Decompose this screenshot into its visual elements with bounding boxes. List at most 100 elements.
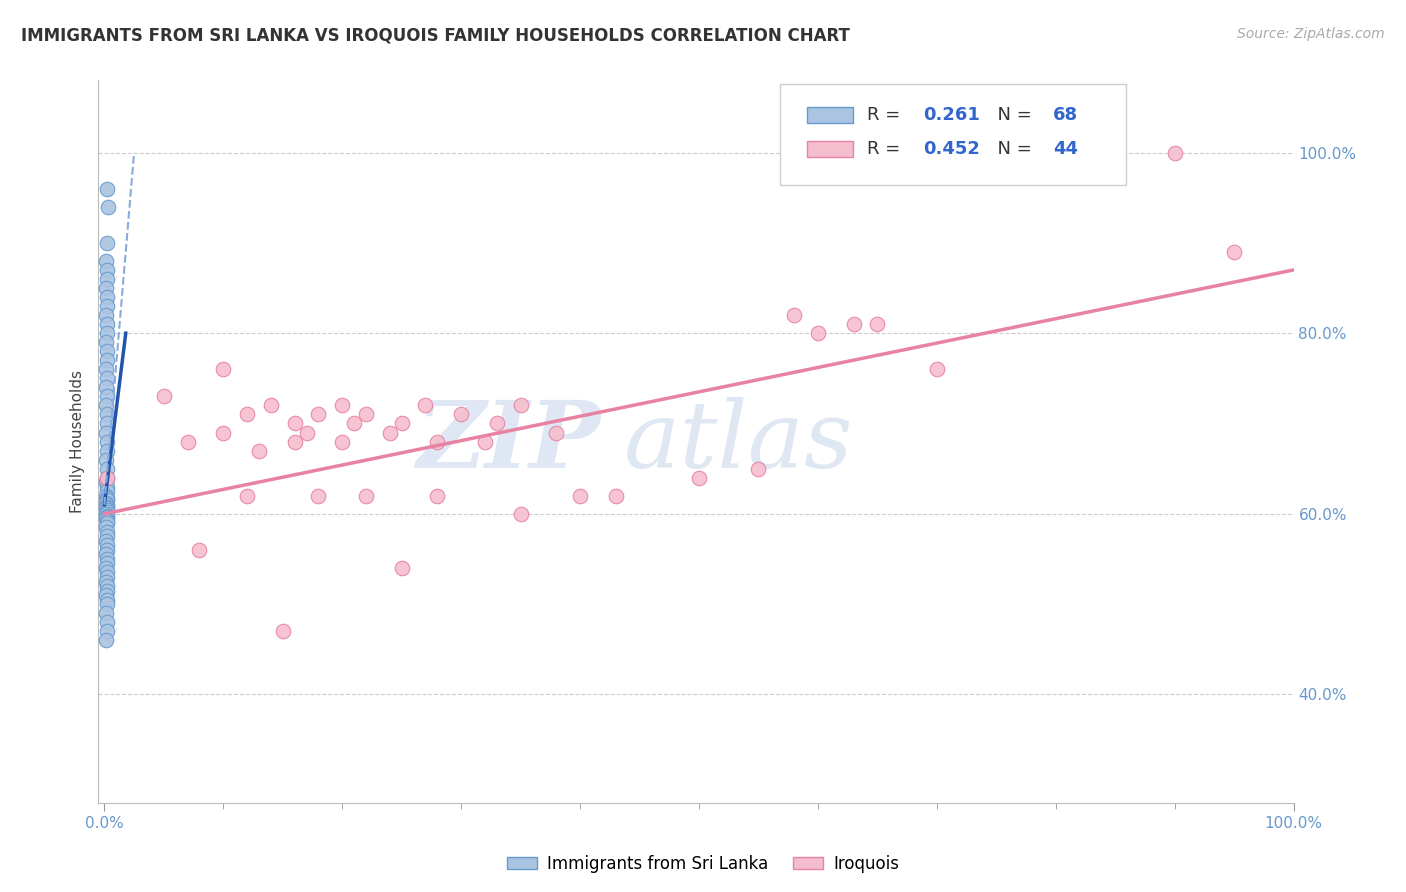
- Point: [94, 425, 117, 440]
- Point: [426, 489, 449, 503]
- Text: atlas: atlas: [624, 397, 853, 486]
- Text: Source: ZipAtlas.com: Source: ZipAtlas.com: [1237, 27, 1385, 41]
- Point: [96, 524, 118, 539]
- Point: [96, 514, 118, 528]
- Point: [188, 542, 211, 557]
- Point: [94, 452, 117, 467]
- Point: [94, 561, 117, 575]
- Text: N =: N =: [987, 140, 1038, 158]
- Point: [96, 290, 118, 304]
- Point: [295, 425, 318, 440]
- Point: [96, 491, 118, 505]
- Point: [94, 398, 117, 412]
- Point: [94, 380, 117, 394]
- Point: [96, 503, 118, 517]
- Point: [94, 489, 117, 503]
- Point: [94, 254, 117, 268]
- Point: [94, 501, 117, 516]
- Point: [96, 597, 118, 611]
- Point: [391, 561, 413, 575]
- Point: [96, 516, 118, 530]
- Point: [378, 425, 401, 440]
- Point: [96, 552, 118, 566]
- Point: [96, 615, 118, 630]
- Point: [96, 508, 118, 523]
- Point: [96, 371, 118, 385]
- Point: [212, 362, 235, 376]
- Point: [96, 326, 118, 341]
- Point: [94, 633, 117, 648]
- Point: [96, 235, 118, 250]
- Point: [1163, 145, 1185, 160]
- Point: [96, 461, 118, 475]
- Point: [96, 471, 118, 485]
- Point: [866, 317, 889, 331]
- Point: [1223, 244, 1246, 259]
- Point: [94, 507, 117, 521]
- Point: [94, 520, 117, 534]
- Point: [783, 308, 806, 322]
- Point: [96, 579, 118, 593]
- Point: [94, 512, 117, 526]
- Point: [94, 362, 117, 376]
- Point: [415, 398, 437, 412]
- Point: [807, 326, 830, 341]
- Point: [96, 389, 118, 403]
- Point: [96, 353, 118, 368]
- Point: [96, 510, 118, 524]
- Point: [96, 500, 118, 514]
- Point: [96, 583, 118, 598]
- FancyBboxPatch shape: [779, 84, 1126, 185]
- Point: [94, 308, 117, 322]
- FancyBboxPatch shape: [807, 107, 852, 123]
- Point: [212, 425, 235, 440]
- Point: [284, 434, 307, 449]
- Point: [94, 281, 117, 295]
- Point: [236, 489, 259, 503]
- Point: [925, 362, 948, 376]
- Text: R =: R =: [868, 106, 905, 124]
- Point: [176, 434, 198, 449]
- Point: [96, 434, 118, 449]
- Point: [96, 344, 118, 359]
- Point: [94, 475, 117, 490]
- FancyBboxPatch shape: [807, 141, 852, 157]
- Point: [391, 417, 413, 431]
- Point: [96, 408, 118, 422]
- Point: [94, 335, 117, 350]
- Point: [96, 505, 118, 519]
- Point: [485, 417, 508, 431]
- Point: [260, 398, 283, 412]
- Point: [94, 496, 117, 510]
- Point: [546, 425, 568, 440]
- Point: [474, 434, 496, 449]
- Point: [96, 299, 118, 313]
- Point: [96, 443, 118, 458]
- Point: [96, 484, 118, 499]
- Point: [96, 317, 118, 331]
- Text: IMMIGRANTS FROM SRI LANKA VS IROQUOIS FAMILY HOUSEHOLDS CORRELATION CHART: IMMIGRANTS FROM SRI LANKA VS IROQUOIS FA…: [21, 27, 851, 45]
- Point: [96, 542, 118, 557]
- Point: [509, 507, 531, 521]
- Point: [96, 471, 118, 485]
- Point: [271, 624, 294, 639]
- Point: [96, 182, 118, 196]
- Text: 44: 44: [1053, 140, 1078, 158]
- Point: [307, 408, 329, 422]
- Point: [426, 434, 449, 449]
- Point: [96, 272, 118, 286]
- Point: [605, 489, 627, 503]
- Y-axis label: Family Households: Family Households: [69, 370, 84, 513]
- Text: 68: 68: [1053, 106, 1078, 124]
- Point: [96, 493, 118, 508]
- Point: [307, 489, 329, 503]
- Point: [94, 588, 117, 602]
- Point: [97, 200, 120, 214]
- Point: [96, 566, 118, 580]
- Point: [94, 574, 117, 589]
- Point: [330, 434, 353, 449]
- Point: [94, 533, 117, 548]
- Point: [153, 389, 176, 403]
- Point: [96, 624, 118, 639]
- Point: [354, 408, 377, 422]
